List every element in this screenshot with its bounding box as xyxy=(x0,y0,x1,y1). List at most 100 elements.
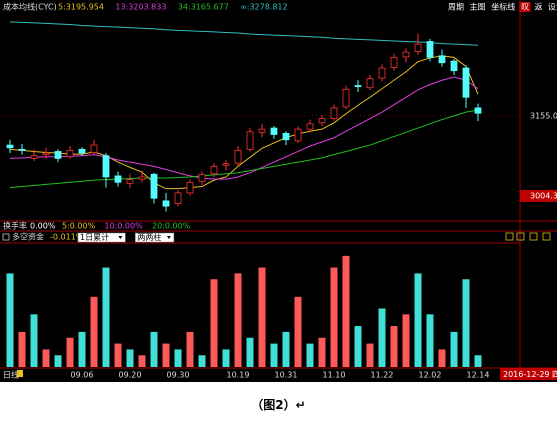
x-tick-label: 09.06 xyxy=(71,371,94,380)
bar xyxy=(258,267,266,367)
candle-body xyxy=(234,149,242,164)
toolbar-item[interactable]: 主图 xyxy=(470,2,486,12)
tool-icon[interactable] xyxy=(516,232,525,241)
candle-body xyxy=(186,181,194,194)
y-tick-label: 3155.0 xyxy=(530,111,557,120)
background xyxy=(0,0,557,382)
toolbar-item[interactable]: 返 xyxy=(535,3,543,12)
candle-body xyxy=(438,55,446,64)
bar xyxy=(426,314,434,367)
toolbar-item[interactable]: 周期 xyxy=(448,3,464,12)
toolbar-item[interactable]: 设置 xyxy=(548,2,557,12)
period-icon xyxy=(17,370,23,377)
candle-body xyxy=(18,148,26,151)
candle-body xyxy=(474,107,482,114)
candle-body xyxy=(258,128,266,133)
bar xyxy=(330,267,338,367)
bar xyxy=(6,273,14,367)
candle-body xyxy=(42,152,50,156)
dropdown[interactable] xyxy=(135,232,175,243)
bar xyxy=(186,331,194,367)
candle-body xyxy=(366,78,374,89)
candle-body xyxy=(402,51,410,58)
x-tick-label: 11.22 xyxy=(371,371,394,380)
candle-body xyxy=(306,123,314,130)
bar xyxy=(138,355,146,367)
candle-body xyxy=(342,88,350,108)
bar xyxy=(438,349,446,367)
tool-icon[interactable] xyxy=(505,232,514,241)
dropdown-label[interactable]: 两两柱 xyxy=(137,232,161,242)
toolbar-item[interactable]: 坐标线 xyxy=(491,2,515,12)
candle-body xyxy=(210,165,218,175)
period-label: 日线 xyxy=(3,370,19,380)
candle-body xyxy=(66,149,74,158)
bar xyxy=(318,337,326,367)
indicator-item: 10:0.00% xyxy=(104,222,143,231)
bar xyxy=(474,355,482,367)
candle-body xyxy=(138,176,146,180)
candle-body xyxy=(450,60,458,72)
bar xyxy=(174,349,182,367)
tool-icon[interactable] xyxy=(529,232,538,241)
legend-entry: 34:3165.677 xyxy=(178,3,229,12)
candle-body xyxy=(90,144,98,153)
candle-body xyxy=(378,67,386,79)
toolbar-item[interactable]: 叹 xyxy=(521,3,529,12)
indicator-title: 换手率 xyxy=(3,221,27,231)
legend-entry: ∞:3278.812 xyxy=(240,3,288,12)
price-marker-box xyxy=(520,189,557,202)
candle-body xyxy=(246,131,254,150)
dropdown[interactable] xyxy=(77,232,126,243)
bar xyxy=(390,326,398,367)
bar xyxy=(126,349,134,367)
bar xyxy=(102,267,110,367)
x-tick-label: 09.20 xyxy=(119,371,142,380)
candle-body xyxy=(318,118,326,124)
chart-title: 成本均线(CYC) xyxy=(3,2,57,12)
ma-line xyxy=(9,21,479,46)
bar xyxy=(150,331,158,367)
candle-body xyxy=(462,67,470,98)
x-tick-label: 11.10 xyxy=(323,371,346,380)
dropdown-label[interactable]: 1日累计 xyxy=(80,232,109,242)
candle-body xyxy=(150,173,158,199)
panel-value: -0.011% xyxy=(50,233,84,242)
candle-body xyxy=(78,148,86,154)
legend-entry: 5:3195.954 xyxy=(58,3,104,12)
candle-body xyxy=(354,85,362,88)
bar xyxy=(462,279,470,367)
bar xyxy=(162,343,170,367)
candle-body xyxy=(270,127,278,135)
caption: （图2）↵ xyxy=(251,398,306,412)
candle-body xyxy=(426,41,434,58)
dropdown-arrow xyxy=(166,236,171,239)
indicator-item: 20:0.00% xyxy=(152,222,191,231)
candle-body xyxy=(174,192,182,204)
panel-title: 多空资金 xyxy=(12,232,44,242)
tool-icon[interactable] xyxy=(542,232,551,241)
ma-line xyxy=(9,55,479,190)
bar xyxy=(354,326,362,367)
bar xyxy=(78,331,86,367)
candle-body xyxy=(222,163,230,166)
candle-body xyxy=(54,151,62,159)
bar xyxy=(198,355,206,367)
bar xyxy=(42,349,50,367)
candle-body xyxy=(6,144,14,149)
bar xyxy=(402,314,410,367)
date-box xyxy=(500,368,557,380)
x-tick-label: 10.31 xyxy=(275,371,298,380)
bar xyxy=(114,343,122,367)
bar xyxy=(54,355,62,367)
bar xyxy=(282,331,290,367)
bar xyxy=(18,331,26,367)
x-tick-label: 09.30 xyxy=(167,371,190,380)
bar xyxy=(378,308,386,367)
bar xyxy=(66,337,74,367)
candle-body xyxy=(294,128,302,142)
candle-body xyxy=(414,43,422,52)
candle-body xyxy=(162,200,170,207)
candle-body xyxy=(390,57,398,68)
dropdown-arrow xyxy=(118,236,123,239)
